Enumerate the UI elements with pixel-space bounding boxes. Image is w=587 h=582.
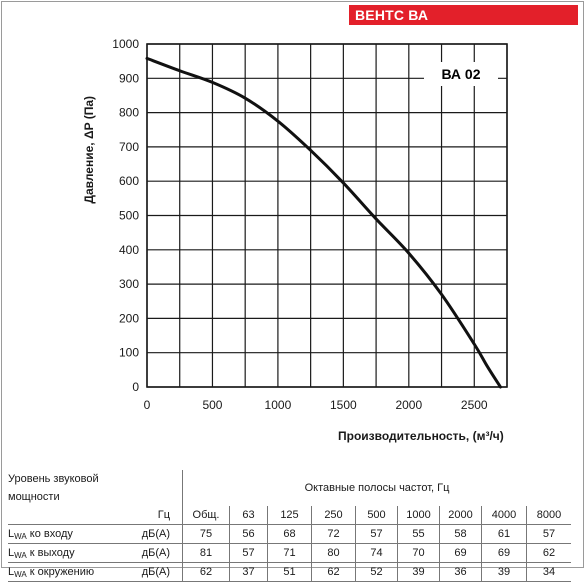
band-column-header: 125 bbox=[267, 506, 312, 525]
y-tick-label: 800 bbox=[119, 106, 139, 120]
chart-title: ВА 02 bbox=[442, 66, 481, 82]
x-tick-label: 500 bbox=[202, 398, 222, 412]
y-tick-label: 200 bbox=[119, 311, 139, 325]
table-cell: 39 bbox=[481, 562, 527, 582]
chart-title-box bbox=[424, 62, 498, 86]
band-column-header: 2000 bbox=[439, 506, 482, 525]
table-cell: 51 bbox=[267, 562, 312, 582]
y-axis-label: Давление, ΔP (Па) bbox=[82, 96, 96, 204]
table-row: LWA ко входу дБ(А) 75 56 68 72 57 55 58 61 57 bbox=[8, 524, 571, 544]
row-label: LWA к выходу bbox=[8, 543, 116, 563]
table-cell: 62 bbox=[526, 543, 571, 563]
y-tick-label: 100 bbox=[119, 346, 139, 360]
band-column-header: 63 bbox=[229, 506, 268, 525]
table-cell: 71 bbox=[267, 543, 312, 563]
table-cell: 56 bbox=[229, 524, 268, 544]
y-tick-label: 600 bbox=[119, 174, 139, 188]
row-unit: дБ(А) bbox=[116, 524, 183, 544]
plot-border bbox=[146, 43, 508, 388]
table-cell: 52 bbox=[355, 562, 398, 582]
y-tick-label: 400 bbox=[119, 243, 139, 257]
table-cell: 39 bbox=[397, 562, 440, 582]
pressure-curve bbox=[145, 56, 502, 389]
table-cell: 34 bbox=[526, 562, 571, 582]
x-tick-label: 2500 bbox=[461, 398, 488, 412]
table-cell: 57 bbox=[526, 524, 571, 544]
band-column-header: 250 bbox=[311, 506, 356, 525]
table-cell: 70 bbox=[397, 543, 440, 563]
y-tick-label: 900 bbox=[119, 71, 139, 85]
table-cell: 80 bbox=[311, 543, 356, 563]
row-unit: дБ(А) bbox=[116, 543, 183, 563]
table-cell: 57 bbox=[355, 524, 398, 544]
band-column-header: 500 bbox=[355, 506, 398, 525]
table-cell: 37 bbox=[229, 562, 268, 582]
row-label: LWA к окружению bbox=[8, 562, 116, 582]
unit-header: Гц bbox=[116, 506, 183, 525]
table-cell: 74 bbox=[355, 543, 398, 563]
x-tick-label: 1000 bbox=[265, 398, 292, 412]
x-axis-label: Производительность, (м³/ч) bbox=[338, 429, 504, 443]
row-label: LWA ко входу bbox=[8, 524, 116, 544]
chart-curve bbox=[145, 56, 502, 389]
sound-power-table: Уровень звуковой мощности Октавные полос… bbox=[8, 470, 571, 582]
sound-table-title: Уровень звуковой мощности bbox=[8, 473, 99, 503]
x-tick-label: 1500 bbox=[330, 398, 357, 412]
table-cell: 72 bbox=[311, 524, 356, 544]
band-column-header: 1000 bbox=[397, 506, 440, 525]
table-cell: 68 bbox=[267, 524, 312, 544]
table-cell: 55 bbox=[397, 524, 440, 544]
chart-ticks: 0 100 200 300 400 500 600 700 800 900 1000 0 500 1000… bbox=[112, 37, 488, 412]
y-tick-label: 1000 bbox=[112, 37, 139, 51]
bands-title: Октавные полосы частот, Гц bbox=[182, 470, 571, 506]
table-cell: 58 bbox=[439, 524, 482, 544]
x-tick-label: 2000 bbox=[395, 398, 422, 412]
y-tick-label: 500 bbox=[119, 209, 139, 223]
table-cell: 75 bbox=[182, 524, 230, 544]
table-cell: 69 bbox=[439, 543, 482, 563]
table-cell: 69 bbox=[481, 543, 527, 563]
band-column-header: Общ. bbox=[182, 506, 230, 525]
table-row: LWA к окружению дБ(А) 62 37 51 62 52 39 36 39 34 bbox=[8, 562, 571, 582]
table-row: LWA к выходу дБ(А) 81 57 71 80 74 70 69 69 62 bbox=[8, 543, 571, 563]
x-tick-label: 0 bbox=[144, 398, 151, 412]
table-cell: 36 bbox=[439, 562, 482, 582]
table-cell: 62 bbox=[182, 562, 230, 582]
y-tick-label: 300 bbox=[119, 277, 139, 291]
brand-badge: ВЕНТС ВА bbox=[349, 5, 578, 25]
y-tick-label: 0 bbox=[132, 380, 139, 394]
table-cell: 61 bbox=[481, 524, 527, 544]
pressure-chart: 0 100 200 300 400 500 600 700 800 900 1000 0 500 1000… bbox=[112, 37, 508, 412]
table-cell: 81 bbox=[182, 543, 230, 563]
table-cell: 57 bbox=[229, 543, 268, 563]
table-cell: 62 bbox=[311, 562, 356, 582]
band-column-header: 8000 bbox=[526, 506, 571, 525]
band-column-header: 4000 bbox=[481, 506, 527, 525]
row-unit: дБ(А) bbox=[116, 562, 183, 582]
chart-grid bbox=[146, 43, 508, 388]
y-tick-label: 700 bbox=[119, 140, 139, 154]
